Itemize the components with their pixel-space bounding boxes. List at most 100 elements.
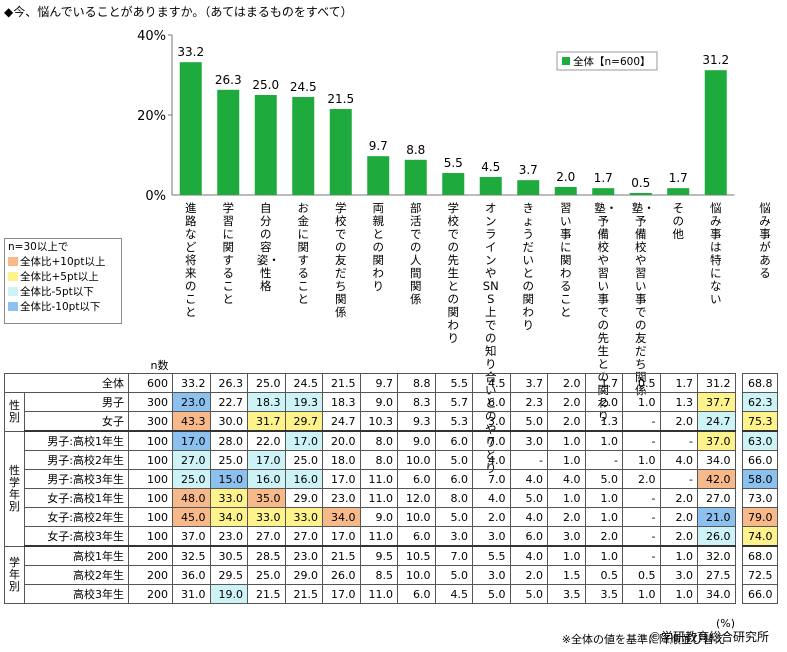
bar-value-label: 26.3: [215, 73, 242, 87]
legend-swatch: [8, 272, 18, 281]
category-label: きょうだいとの関わり: [522, 201, 535, 332]
extra-cell: 75.3: [741, 411, 778, 432]
table-cell: 25.0: [172, 469, 211, 489]
table-cell: 5.0: [434, 507, 473, 527]
extra-cell: 79.0: [741, 507, 778, 527]
bar: [629, 193, 652, 195]
table-cell: 43.3: [172, 411, 211, 432]
table-cell: 6.0: [509, 526, 548, 547]
table-row: 性別 男子 300 23.0 22.7 18.3 19.3 18.3 9.0 8.3 5.7 6.0 2…: [4, 392, 778, 432]
table-cell: -: [509, 450, 548, 470]
table-cell: -: [622, 411, 661, 432]
row-label: 男子: [24, 392, 129, 412]
table-cell: 1.0: [547, 430, 586, 451]
row-label: 高校3年生: [24, 584, 129, 604]
bar-value-label: 0.5: [631, 176, 650, 190]
table-cell: 4.0: [547, 469, 586, 489]
table-cell: 3.0: [472, 565, 511, 585]
bar-value-label: 3.7: [519, 163, 538, 177]
table-cell: 36.0: [172, 565, 211, 585]
extra-cell: 68.0: [741, 545, 778, 566]
legend-swatch: [8, 257, 18, 266]
table-cell: 11.0: [359, 584, 398, 604]
table-cell: 1.0: [659, 545, 698, 566]
table-cell: 12.0: [397, 488, 436, 508]
table-cell: 5.0: [434, 565, 473, 585]
row-n: 100: [128, 430, 173, 451]
table-cell: 1.0: [622, 584, 661, 604]
table-cell: 30.5: [209, 545, 248, 566]
row-n: 300: [128, 392, 173, 412]
table-cell: 8.0: [359, 450, 398, 470]
table-cell: 3.0: [472, 411, 511, 432]
data-table: n数 全体 600 33.2 26.3 25.0 24.5 21.5 9.7 8.8 5.5 4.5 3…: [4, 357, 778, 604]
table-cell: 25.0: [284, 450, 323, 470]
table-cell: 23.0: [284, 545, 323, 566]
table-cell: 2.3: [509, 392, 548, 412]
table-cell: 8.0: [434, 488, 473, 508]
table-cell: 7.0: [472, 469, 511, 489]
table-cell: 34.0: [697, 584, 736, 604]
table-cell: 27.0: [697, 488, 736, 508]
table-cell: 6.0: [434, 469, 473, 489]
bar: [704, 70, 727, 195]
table-cell: 7.0: [434, 545, 473, 566]
bar: [667, 188, 690, 195]
table-cell: 17.0: [247, 450, 286, 470]
table-cell: 1.5: [547, 565, 586, 585]
legend-item: 全体比+5pt以上: [5, 269, 121, 284]
bar: [217, 89, 240, 195]
table-cell: 1.0: [584, 430, 623, 451]
table-cell: 2.0: [659, 526, 698, 547]
bar-value-label: 5.5: [444, 156, 463, 170]
row-label: 男子:高校3年生: [24, 469, 129, 489]
table-cell: 1.7: [659, 373, 698, 393]
legend-label: 全体比+10pt以上: [20, 256, 106, 268]
table-cell: 2.0: [509, 565, 548, 585]
row-group-label: 学年別: [4, 545, 25, 604]
table-cell: 1.0: [584, 507, 623, 527]
table-cell: 20.0: [322, 430, 361, 451]
table-cell: 37.0: [172, 526, 211, 547]
category-label: お金に関すること: [297, 201, 310, 306]
table-cell: 11.0: [359, 488, 398, 508]
table-cell: 27.0: [284, 526, 323, 547]
table-cell: 1.0: [584, 545, 623, 566]
table-cell: 3.0: [472, 526, 511, 547]
row-label: 女子:高校3年生: [24, 526, 129, 547]
row-label: 男子:高校2年生: [24, 450, 129, 470]
table-cell: 31.2: [697, 373, 736, 393]
category-label: 自分の容姿・性格: [256, 201, 280, 293]
table-cell: 6.0: [397, 526, 436, 547]
table-cell: 22.0: [247, 430, 286, 451]
row-group-label: 性別: [4, 392, 25, 432]
row-label: 女子:高校1年生: [24, 488, 129, 508]
table-cell: 42.0: [697, 469, 736, 489]
table-cell: 6.0: [472, 392, 511, 412]
table-cell: 5.3: [434, 411, 473, 432]
bar: [292, 97, 315, 195]
extra-cell: 66.0: [741, 584, 778, 604]
extra-cell: 68.8: [741, 373, 778, 393]
table-cell: 37.7: [697, 392, 736, 412]
table-cell: 2.0: [659, 507, 698, 527]
table-cell: 29.0: [284, 488, 323, 508]
bar: [254, 95, 277, 195]
table-cell: 33.0: [209, 488, 248, 508]
table-cell: 24.7: [697, 411, 736, 432]
table-cell: 1.0: [622, 450, 661, 470]
bar-value-label: 33.2: [177, 45, 204, 59]
table-cell: 8.5: [359, 565, 398, 585]
table-cell: 10.0: [397, 450, 436, 470]
unit-label: (%): [715, 617, 735, 630]
chart-title: ◆今、悩んでいることがありますか。（あてはまるものをすべて）: [4, 5, 353, 19]
table-cell: 5.0: [509, 411, 548, 432]
y-tick-label: 20%: [137, 109, 166, 124]
table-cell: 3.0: [547, 526, 586, 547]
row-n: 100: [128, 526, 173, 547]
table-cell: 5.0: [584, 469, 623, 489]
legend-item: 全体比-5pt以下: [5, 284, 121, 299]
table-cell: 8.0: [359, 430, 398, 451]
row-n: 300: [128, 411, 173, 432]
table-cell: 3.0: [509, 430, 548, 451]
